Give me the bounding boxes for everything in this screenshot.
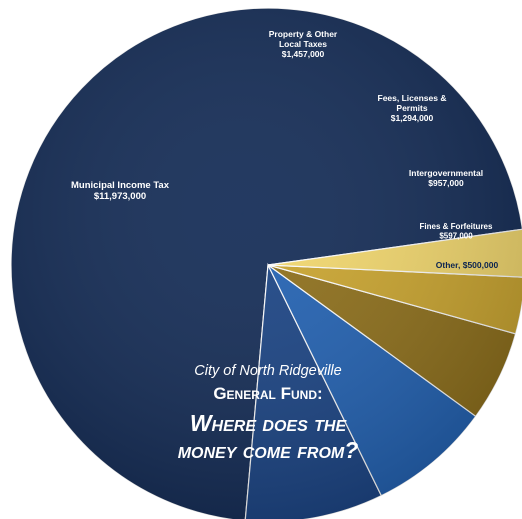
- slice-label-intergovernmental: Intergovernmental $957,000: [409, 168, 483, 188]
- slice-label-property-other-local-taxes: Property & Other Local Taxes $1,457,000: [269, 29, 338, 59]
- slice-labels: Municipal Income Tax $11,973,000 Property …: [71, 29, 498, 270]
- title-question-line1: Where does the: [190, 410, 348, 436]
- slice-label-municipal-income-tax: Municipal Income Tax $11,973,000: [71, 180, 170, 202]
- chart-title: City of North Ridgeville General Fund: W…: [178, 363, 359, 463]
- title-city: City of North Ridgeville: [194, 363, 341, 379]
- slice-label-fees-licenses-permits: Fees, Licenses & Permits $1,294,000: [378, 93, 447, 123]
- slice-label-fines-forfeitures: Fines & Forfeitures $597,000: [420, 222, 493, 241]
- title-question-line2: money come from?: [178, 437, 359, 463]
- title-general-fund: General Fund:: [213, 384, 322, 403]
- slice-label-other: Other, $500,000: [436, 260, 499, 270]
